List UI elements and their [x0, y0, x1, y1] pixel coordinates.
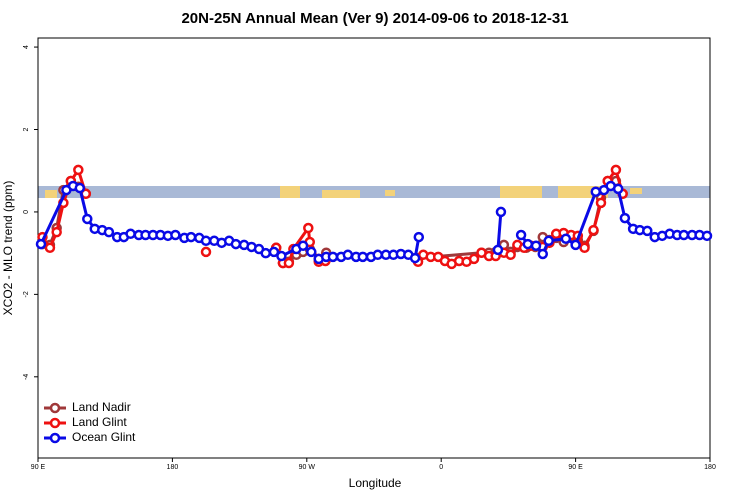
- data-point: [260, 247, 271, 259]
- data-point: [230, 238, 242, 250]
- data-point: [492, 244, 504, 256]
- data-point: [303, 222, 314, 234]
- data-point: [642, 225, 653, 237]
- y-tick-label: 0: [23, 210, 30, 214]
- data-point: [297, 240, 309, 251]
- data-point: [200, 235, 212, 247]
- plot-frame: [37, 37, 711, 459]
- legend-label: Land Glint: [72, 415, 127, 429]
- data-point: [185, 231, 197, 243]
- data-point: [612, 183, 624, 195]
- legend-marker: [49, 432, 61, 444]
- data-point: [170, 229, 181, 241]
- x-tick-label: 90 E: [31, 464, 46, 471]
- data-point: [73, 164, 84, 176]
- data-point: [579, 242, 590, 254]
- data-point: [125, 228, 136, 240]
- data-point: [678, 229, 690, 241]
- map-strip: [38, 186, 710, 198]
- data-point: [701, 230, 713, 242]
- data-point: [276, 250, 287, 262]
- data-point: [200, 246, 212, 258]
- data-point: [595, 197, 607, 209]
- data-point: [342, 249, 354, 261]
- data-point: [44, 242, 56, 254]
- data-point: [103, 226, 115, 238]
- data-point: [619, 212, 631, 224]
- y-tick-label: -4: [23, 374, 30, 380]
- x-tick-label: 180: [167, 464, 179, 471]
- data-point: [35, 238, 47, 250]
- data-point: [570, 239, 581, 251]
- data-point: [82, 213, 93, 225]
- data-point: [413, 231, 425, 243]
- data-point: [357, 251, 369, 263]
- y-tick-label: 4: [23, 45, 30, 49]
- data-point: [409, 252, 421, 264]
- x-axis-label: Longitude: [349, 476, 402, 490]
- data-point: [74, 182, 86, 194]
- data-point: [515, 229, 527, 241]
- data-point: [372, 249, 383, 261]
- data-point: [522, 238, 534, 250]
- x-tick-label: 90 E: [568, 464, 583, 471]
- data-point: [283, 257, 295, 269]
- data-point: [51, 226, 62, 238]
- data-point: [537, 248, 548, 260]
- legend-label: Ocean Glint: [72, 430, 136, 444]
- y-axis-label: XCO2 - MLO trend (ppm): [1, 181, 15, 316]
- data-point: [495, 206, 507, 218]
- legend-marker: [49, 417, 61, 429]
- data-point: [468, 253, 480, 265]
- legend-label: Land Nadir: [72, 400, 131, 414]
- chart-title: 20N-25N Annual Mean (Ver 9) 2014-09-06 t…: [181, 10, 568, 27]
- data-point: [268, 246, 280, 258]
- x-tick-label: 90 W: [299, 464, 316, 471]
- data-point: [610, 164, 622, 176]
- y-tick-label: 2: [23, 127, 30, 131]
- legend-marker: [49, 402, 61, 414]
- x-tick-label: 0: [439, 464, 443, 471]
- data-point: [306, 246, 317, 258]
- data-point: [588, 224, 599, 236]
- data-point: [590, 186, 602, 197]
- data-point: [505, 249, 516, 261]
- y-tick-label: -2: [23, 291, 30, 297]
- x-tick-label: 180: [704, 464, 716, 471]
- data-point: [530, 240, 542, 251]
- data-point: [327, 251, 339, 263]
- data-point: [560, 233, 572, 244]
- data-point: [543, 235, 554, 247]
